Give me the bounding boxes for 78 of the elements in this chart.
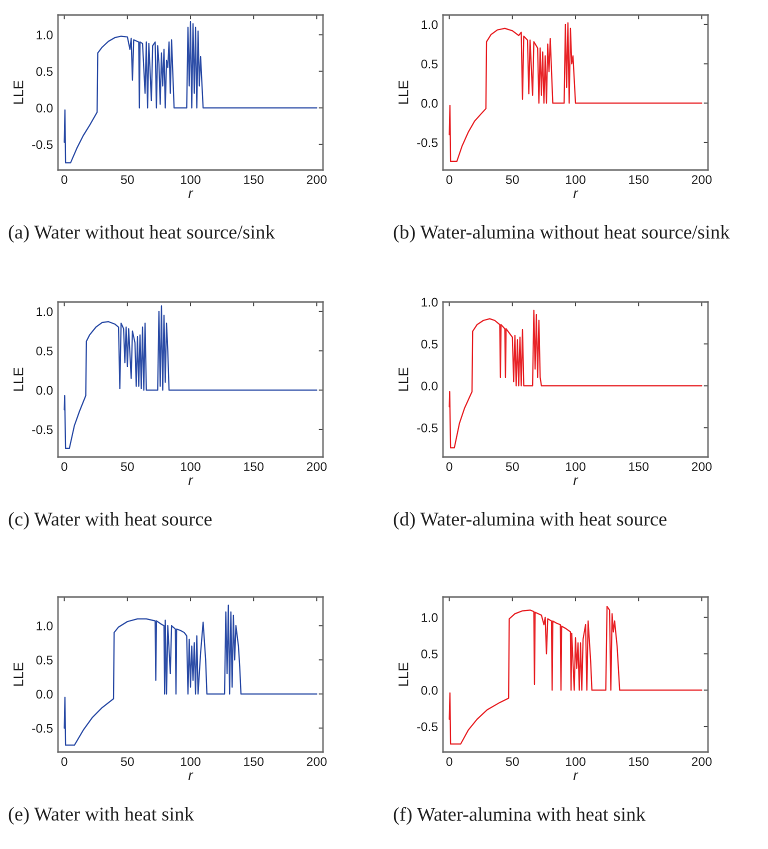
x-tick-label: 150 xyxy=(629,175,649,184)
y-tick-label: -0.5 xyxy=(32,140,53,150)
x-tick-label: 100 xyxy=(181,757,200,766)
x-tick-label: 0 xyxy=(61,757,68,766)
x-tick-label: 100 xyxy=(181,462,200,472)
x-tick-label: 100 xyxy=(566,462,586,472)
x-tick-label: 200 xyxy=(306,757,327,766)
x-tick-label: 0 xyxy=(446,175,452,184)
x-tick-label: 200 xyxy=(306,175,327,184)
y-tick-label: -0.5 xyxy=(417,722,438,732)
y-tick-label: 0.5 xyxy=(36,656,53,664)
x-tick-label: 50 xyxy=(120,757,134,766)
y-tick-label: 1.0 xyxy=(422,613,438,622)
line-series xyxy=(64,305,318,449)
y-tick-label: 0.5 xyxy=(421,60,438,68)
x-axis-title: r xyxy=(573,190,578,198)
x-axis-title: r xyxy=(188,772,194,780)
y-tick-label: 0.5 xyxy=(36,346,53,356)
x-tick-label: 50 xyxy=(506,757,519,766)
y-tick-label: 0.5 xyxy=(421,340,438,349)
text: (b) Water-alumina without heat source/sink xyxy=(394,225,730,243)
y-axis-title: LLE xyxy=(14,662,24,686)
x-axis-title: r xyxy=(188,190,194,198)
y-tick-label: 1.0 xyxy=(36,307,53,316)
x-tick-label: 50 xyxy=(506,462,519,472)
line-series xyxy=(448,606,702,745)
line-series xyxy=(448,22,702,162)
y-tick-label: 1.0 xyxy=(422,20,438,30)
line-series xyxy=(448,310,702,448)
x-tick-label: 50 xyxy=(120,175,134,184)
x-tick-label: 100 xyxy=(566,757,586,766)
y-tick-label: 0.5 xyxy=(36,67,53,76)
x-tick-label: 150 xyxy=(244,757,264,766)
y-tick-label: 0.0 xyxy=(36,104,53,113)
y-tick-label: -0.5 xyxy=(32,425,53,434)
x-tick-label: 200 xyxy=(306,462,327,472)
line-series xyxy=(64,20,318,164)
x-tick-label: 200 xyxy=(692,175,712,184)
y-tick-label: -0.5 xyxy=(417,423,438,432)
x-tick-label: 200 xyxy=(692,462,712,472)
y-tick-label: 0.0 xyxy=(36,690,53,699)
x-axis-title: r xyxy=(188,477,194,485)
y-tick-label: -0.5 xyxy=(32,724,53,733)
text: (a) Water without heat source/sink xyxy=(8,225,275,243)
text: (c) Water with heat source xyxy=(8,512,212,530)
y-axis-title: LLE xyxy=(398,80,408,104)
y-tick-label: 0.0 xyxy=(421,98,438,108)
x-tick-label: 0 xyxy=(446,462,452,472)
line-series xyxy=(64,604,318,746)
x-tick-label: 150 xyxy=(244,175,264,184)
x-tick-label: 0 xyxy=(446,757,452,766)
text: (f) Water-alumina with heat sink xyxy=(394,807,646,825)
y-tick-label: -0.5 xyxy=(417,138,438,148)
y-axis-title: LLE xyxy=(14,368,24,391)
x-tick-label: 150 xyxy=(629,757,649,766)
text: (e) Water with heat sink xyxy=(8,807,194,825)
x-tick-label: 0 xyxy=(61,175,68,184)
y-tick-label: 1.0 xyxy=(422,298,438,307)
x-tick-label: 50 xyxy=(120,462,134,472)
y-tick-label: 0.0 xyxy=(36,386,53,395)
x-tick-label: 0 xyxy=(61,462,68,472)
y-axis-title: LLE xyxy=(14,80,24,104)
y-tick-label: 1.0 xyxy=(36,621,53,630)
x-tick-label: 100 xyxy=(566,175,586,184)
x-tick-label: 150 xyxy=(244,462,264,472)
y-tick-label: 0.0 xyxy=(421,686,438,695)
x-tick-label: 100 xyxy=(181,175,200,184)
x-axis-title: r xyxy=(573,772,578,780)
x-axis-title: r xyxy=(573,477,578,485)
x-tick-label: 150 xyxy=(629,462,649,472)
x-tick-label: 50 xyxy=(506,175,519,184)
y-axis-title: LLE xyxy=(398,662,408,686)
y-tick-label: 1.0 xyxy=(36,30,53,40)
y-axis-title: LLE xyxy=(398,368,408,391)
y-tick-label: 0.5 xyxy=(421,650,438,658)
x-tick-label: 200 xyxy=(692,757,712,766)
text: (d) Water-alumina with heat source xyxy=(394,512,666,530)
y-tick-label: 0.0 xyxy=(421,382,438,390)
